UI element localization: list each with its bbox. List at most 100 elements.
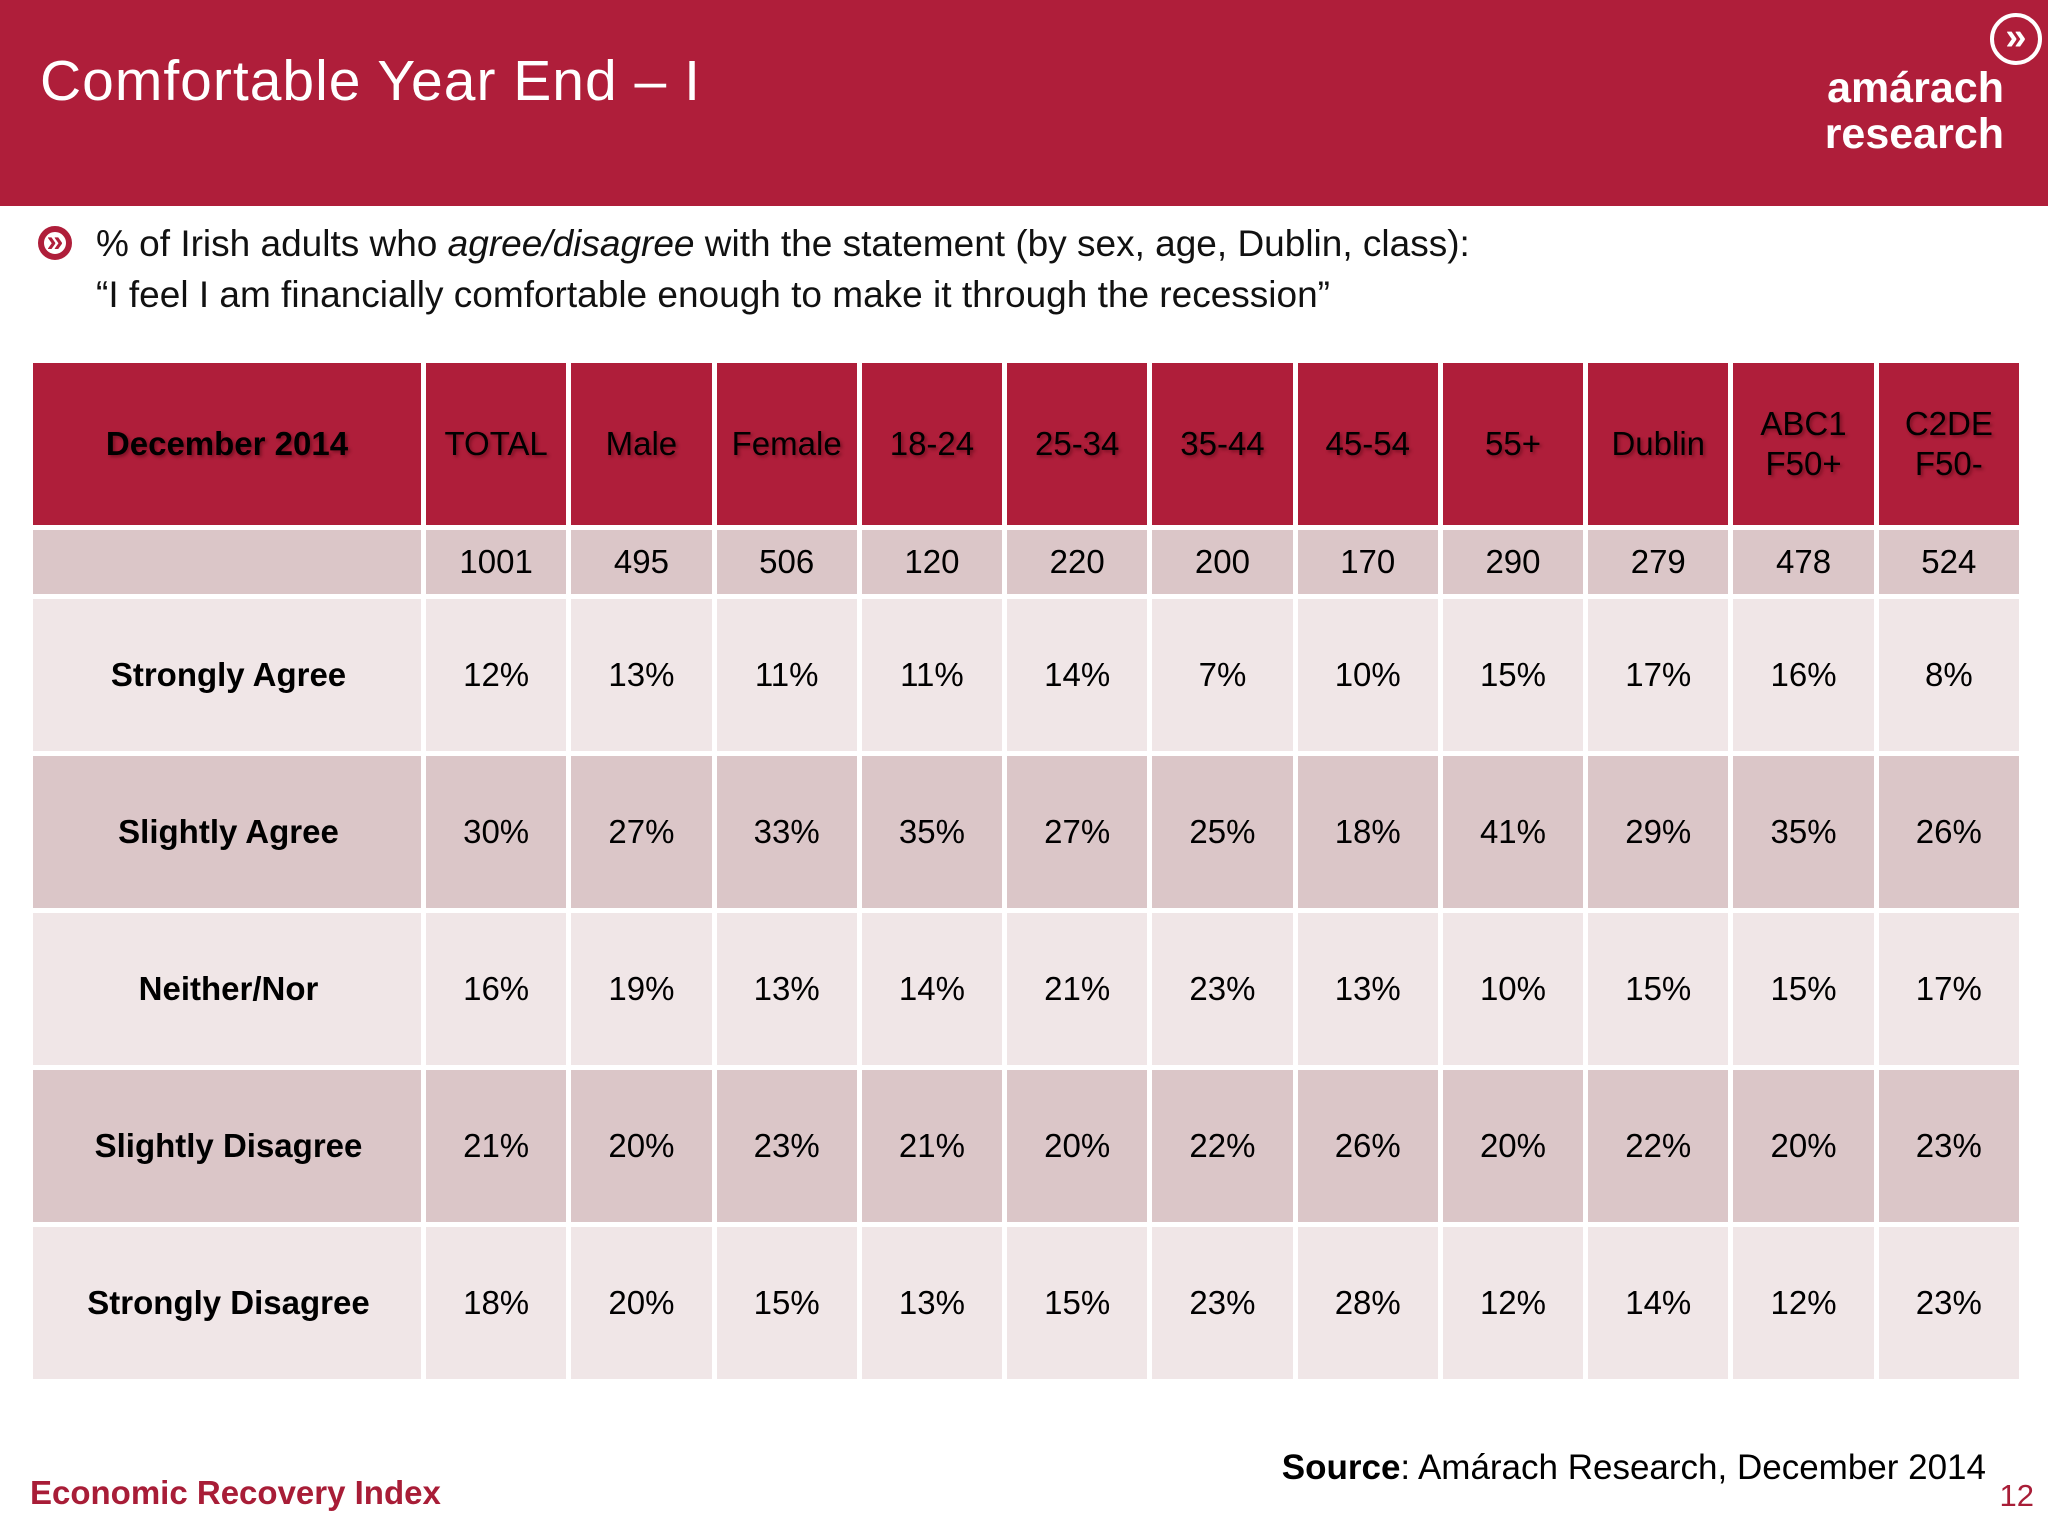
- value-cell: 35%: [861, 756, 1003, 908]
- value-cell: 12%: [1733, 1227, 1874, 1379]
- value-cell: 17%: [1588, 599, 1729, 751]
- value-cell: 15%: [1588, 913, 1729, 1065]
- value-cell: 20%: [571, 1070, 712, 1222]
- column-header: Dublin: [1588, 363, 1729, 525]
- column-header: C2DE F50-: [1878, 363, 2019, 525]
- row-label: Slightly Disagree: [33, 1070, 421, 1222]
- value-cell: 11%: [716, 599, 857, 751]
- value-cell: 12%: [1442, 1227, 1584, 1379]
- value-cell: 15%: [1442, 599, 1584, 751]
- value-cell: 11%: [861, 599, 1003, 751]
- value-cell: 21%: [861, 1070, 1003, 1222]
- sample-size-cell: 290: [1442, 530, 1584, 594]
- value-cell: 33%: [716, 756, 857, 908]
- logo-line1: amárach: [1827, 64, 2004, 112]
- value-cell: 21%: [1007, 913, 1148, 1065]
- value-cell: 23%: [1878, 1227, 2019, 1379]
- value-cell: 8%: [1878, 599, 2019, 751]
- value-cell: 13%: [861, 1227, 1003, 1379]
- row-label: Neither/Nor: [33, 913, 421, 1065]
- value-cell: 10%: [1297, 599, 1438, 751]
- page-title: Comfortable Year End – I: [40, 49, 701, 113]
- table-row: Slightly Disagree 21% 20% 23% 21% 20% 22% 26% 20…: [33, 1070, 2019, 1222]
- value-cell: 12%: [426, 599, 567, 751]
- value-cell: 23%: [1152, 1227, 1293, 1379]
- table-corner-label: December 2014: [33, 363, 421, 525]
- statement-line1: % of Irish adults who agree/disagree wit…: [96, 223, 1470, 264]
- sample-size-cell: 279: [1588, 530, 1729, 594]
- value-cell: 15%: [1733, 913, 1874, 1065]
- value-cell: 18%: [1297, 756, 1438, 908]
- value-cell: 7%: [1152, 599, 1293, 751]
- sample-size-cell: 200: [1152, 530, 1293, 594]
- value-cell: 29%: [1588, 756, 1729, 908]
- value-cell: 23%: [1878, 1070, 2019, 1222]
- value-cell: 10%: [1442, 913, 1584, 1065]
- value-cell: 21%: [426, 1070, 567, 1222]
- value-cell: 26%: [1878, 756, 2019, 908]
- table-row: Neither/Nor 16% 19% 13% 14% 21% 23% 13% 10% 15% 15…: [33, 913, 2019, 1065]
- sample-size-cell: 1001: [426, 530, 567, 594]
- value-cell: 19%: [571, 913, 712, 1065]
- row-label: Slightly Agree: [33, 756, 421, 908]
- column-header: 25-34: [1007, 363, 1148, 525]
- value-cell: 26%: [1297, 1070, 1438, 1222]
- value-cell: 17%: [1878, 913, 2019, 1065]
- row-label: Strongly Agree: [33, 599, 421, 751]
- footer-series-title: Economic Recovery Index: [30, 1474, 441, 1511]
- statement-line2: “I feel I am financially comfortable eno…: [96, 274, 1330, 316]
- table-row: Strongly Disagree 18% 20% 15% 13% 15% 23% 28% 12…: [33, 1227, 2019, 1379]
- value-cell: 35%: [1733, 756, 1874, 908]
- value-cell: 30%: [426, 756, 567, 908]
- column-header: ABC1 F50+: [1733, 363, 1874, 525]
- sample-size-cell: 495: [571, 530, 712, 594]
- agree-disagree-italic: agree/disagree: [447, 223, 695, 264]
- value-cell: 15%: [716, 1227, 857, 1379]
- sample-size-cell: 220: [1007, 530, 1148, 594]
- value-cell: 41%: [1442, 756, 1584, 908]
- value-cell: 13%: [716, 913, 857, 1065]
- source-label: Source: [1281, 1448, 1401, 1487]
- results-table: December 2014 TOTAL Male Female 18-24 25-34 35…: [28, 358, 2024, 1384]
- sample-size-cell: 506: [716, 530, 857, 594]
- sample-size-cell: 524: [1878, 530, 2019, 594]
- statement-bullet: » % of Irish adults who agree/disagree w…: [38, 218, 2018, 320]
- value-cell: 22%: [1588, 1070, 1729, 1222]
- results-table-wrapper: December 2014 TOTAL Male Female 18-24 25-34 35…: [28, 358, 2024, 1384]
- source-line: Source: Amárach Research, December 2014: [1282, 1448, 1986, 1488]
- chevron-circle-icon: »: [1990, 13, 2042, 65]
- column-header: 55+: [1442, 363, 1584, 525]
- value-cell: 27%: [571, 756, 712, 908]
- table-header-row: December 2014 TOTAL Male Female 18-24 25-34 35…: [33, 363, 2019, 525]
- statement-text: % of Irish adults who agree/disagree wit…: [96, 218, 1470, 320]
- value-cell: 27%: [1007, 756, 1148, 908]
- value-cell: 13%: [1297, 913, 1438, 1065]
- value-cell: 25%: [1152, 756, 1293, 908]
- value-cell: 20%: [1007, 1070, 1148, 1222]
- value-cell: 20%: [1733, 1070, 1874, 1222]
- value-cell: 15%: [1007, 1227, 1148, 1379]
- value-cell: 23%: [1152, 913, 1293, 1065]
- title-bar: Comfortable Year End – I amárach researc…: [0, 0, 2048, 206]
- column-header: 18-24: [861, 363, 1003, 525]
- value-cell: 13%: [571, 599, 712, 751]
- sample-size-row: 1001 495 506 120 220 200 170 290 279 478 524: [33, 530, 2019, 594]
- sample-row-label: [33, 530, 421, 594]
- row-label: Strongly Disagree: [33, 1227, 421, 1379]
- table-row: Slightly Agree 30% 27% 33% 35% 27% 25% 18% 41% 29…: [33, 756, 2019, 908]
- bullet-chevron-icon: »: [38, 226, 72, 260]
- value-cell: 16%: [426, 913, 567, 1065]
- column-header: TOTAL: [426, 363, 567, 525]
- logo-line2: research: [1824, 109, 2004, 158]
- sample-size-cell: 478: [1733, 530, 1874, 594]
- column-header: 45-54: [1297, 363, 1438, 525]
- value-cell: 18%: [426, 1227, 567, 1379]
- table-row: Strongly Agree 12% 13% 11% 11% 14% 7% 10% 15% 17%…: [33, 599, 2019, 751]
- column-header: Male: [571, 363, 712, 525]
- value-cell: 22%: [1152, 1070, 1293, 1222]
- value-cell: 23%: [716, 1070, 857, 1222]
- value-cell: 14%: [861, 913, 1003, 1065]
- value-cell: 16%: [1733, 599, 1874, 751]
- sample-size-cell: 170: [1297, 530, 1438, 594]
